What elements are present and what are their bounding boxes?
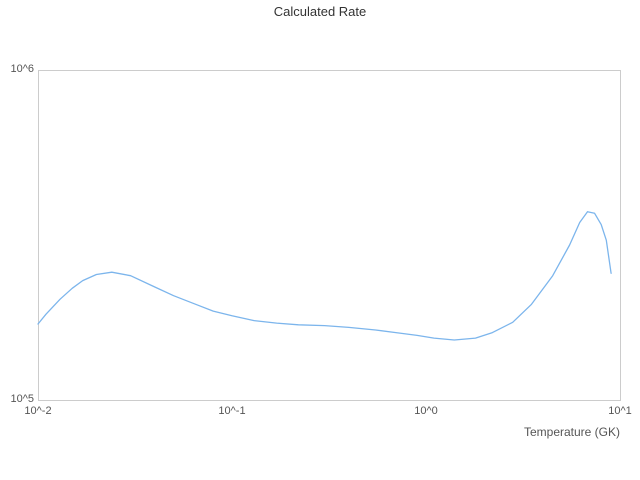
- y-tick-label-1e5: 10^5: [10, 393, 34, 405]
- x-tick-label-1e0: 10^0: [414, 405, 438, 417]
- plot-border: [38, 70, 621, 401]
- x-tick-label-1e-1: 10^-1: [218, 405, 246, 417]
- x-axis-title: Temperature (GK): [523, 425, 620, 439]
- x-tick-label-1e1: 10^1: [608, 405, 632, 417]
- rate-line: [37, 211, 612, 341]
- x-tick-label-1e-2: 10^-2: [24, 405, 52, 417]
- chart-title: Calculated Rate: [273, 4, 367, 19]
- y-tick-label-1e6: 10^6: [10, 63, 34, 75]
